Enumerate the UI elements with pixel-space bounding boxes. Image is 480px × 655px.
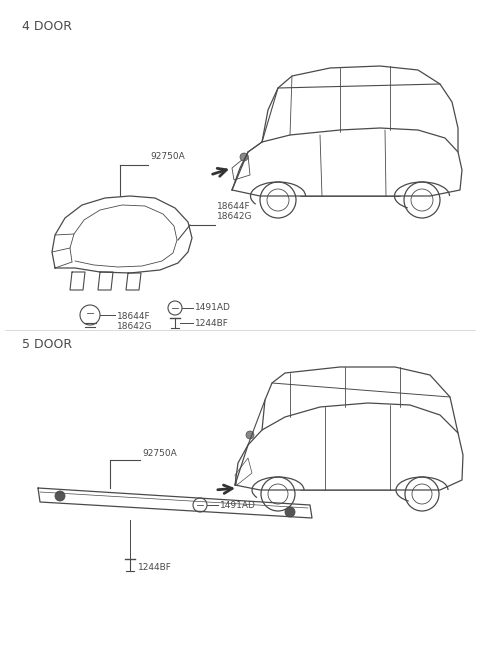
Text: 92750A: 92750A	[150, 152, 185, 161]
Circle shape	[246, 431, 254, 439]
Text: 5 DOOR: 5 DOOR	[22, 338, 72, 351]
Text: 1244BF: 1244BF	[195, 318, 229, 328]
Circle shape	[285, 507, 295, 517]
Text: 4 DOOR: 4 DOOR	[22, 20, 72, 33]
Text: 1244BF: 1244BF	[138, 563, 172, 572]
Text: 92750A: 92750A	[142, 449, 177, 458]
Text: 1491AD: 1491AD	[220, 500, 256, 510]
Text: 18644F
18642G: 18644F 18642G	[217, 202, 252, 221]
Circle shape	[55, 491, 65, 501]
Text: 18644F
18642G: 18644F 18642G	[117, 312, 153, 331]
Text: 1491AD: 1491AD	[195, 303, 231, 312]
Circle shape	[240, 153, 248, 161]
